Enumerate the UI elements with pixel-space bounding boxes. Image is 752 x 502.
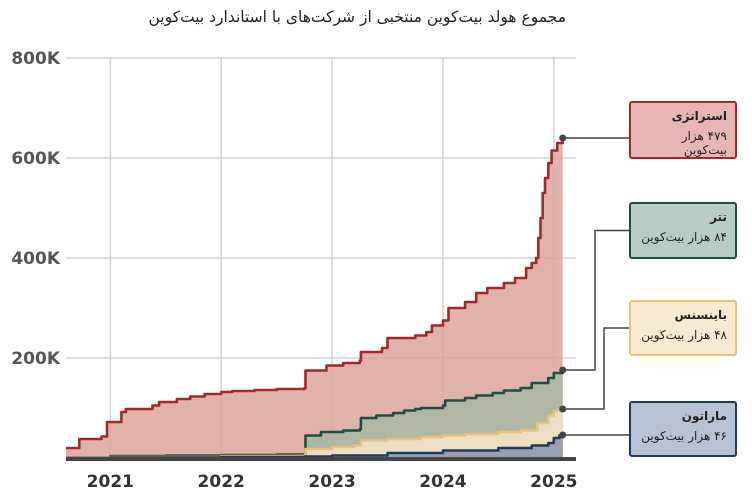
connector-line xyxy=(562,327,629,410)
chart-title: مجموع هولد بیت‌کوین منتخبی از شرکت‌های ب… xyxy=(148,8,567,26)
callout-box: باینسنس ۴۸ هزار بیت‌کوین xyxy=(629,300,737,356)
connector-line xyxy=(562,229,629,371)
callout-value: ۴۷۹ هزار بیت‌کوین xyxy=(681,129,727,157)
callout-series-name: تتر xyxy=(710,210,727,224)
callout-value: ۴۸ هزار بیت‌کوین xyxy=(641,328,727,342)
x-tick-label: 2022 xyxy=(198,472,245,492)
callout-box: ماراتون ۴۶ هزار بیت‌کوین xyxy=(629,401,737,457)
series-area xyxy=(66,409,563,458)
callout-value: ۸۴ هزار بیت‌کوین xyxy=(641,230,727,244)
axes: 800K 600K 400K 200K 2021 2022 2023 2024 2025 xyxy=(11,49,577,492)
y-tick-label: 800K xyxy=(11,49,60,69)
callout-series-name: ماراتون xyxy=(681,409,727,423)
callout-connectors xyxy=(559,134,629,439)
callout-box: استراتژی ۴۷۹ هزار بیت‌کوین xyxy=(629,101,737,159)
y-tick-label: 600K xyxy=(11,149,60,169)
series-line xyxy=(66,370,564,460)
series-area xyxy=(66,435,563,458)
series-lines xyxy=(66,138,564,460)
series-area xyxy=(66,138,563,458)
y-tick-label: 200K xyxy=(11,349,60,369)
series-line xyxy=(66,138,564,450)
callout-box: تتر ۸۴ هزار بیت‌کوین xyxy=(629,202,737,259)
callout-series-name: باینسنس xyxy=(674,308,728,322)
y-tick-label: 400K xyxy=(11,249,60,269)
x-tick-label: 2024 xyxy=(419,472,466,492)
x-tick-label: 2023 xyxy=(308,472,355,492)
x-tick-label: 2021 xyxy=(87,472,134,492)
callout-value: ۴۶ هزار بیت‌کوین xyxy=(641,429,727,443)
x-tick-label: 2025 xyxy=(530,472,577,492)
callout-series-name: استراتژی xyxy=(671,109,727,123)
